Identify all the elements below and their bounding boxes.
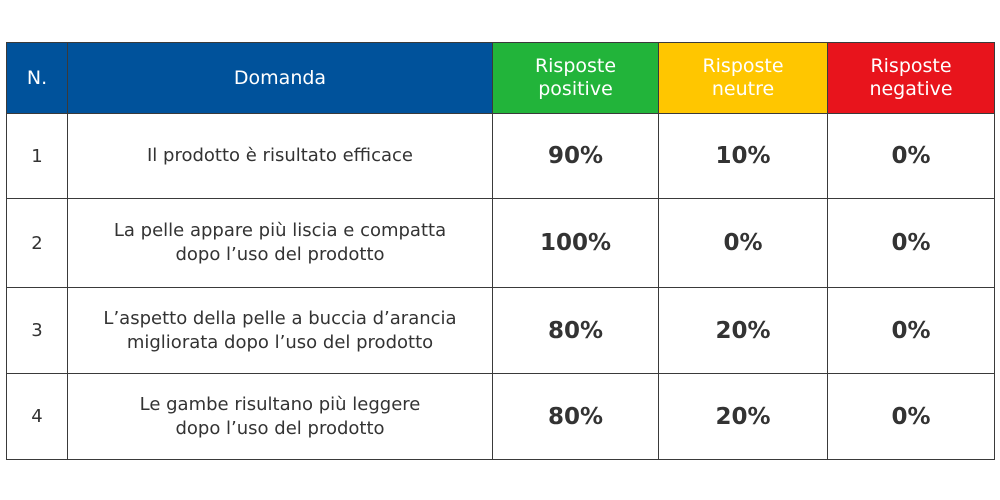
header-neutral-label-line-2: neutre [711, 78, 775, 100]
row-number: 3 [6, 287, 68, 374]
negative-value: 0% [827, 373, 995, 460]
row-question: Le gambe risultano più leggere dopo l’us… [67, 373, 493, 460]
row-number: 2 [6, 198, 68, 288]
survey-results-table: N. Domanda Risposte positive Risposte ne… [6, 42, 995, 460]
table-row: 4 Le gambe risultano più leggere dopo l’… [6, 373, 995, 460]
neutral-value: 0% [658, 198, 828, 288]
neutral-value: 20% [658, 373, 828, 460]
question-line: migliorata dopo l’uso del prodotto [126, 331, 434, 353]
header-positive: Risposte positive [492, 42, 659, 114]
row-number: 4 [6, 373, 68, 460]
header-neutral: Risposte neutre [658, 42, 828, 114]
question-line: L’aspetto della pelle a buccia d’arancia [103, 307, 457, 329]
negative-value: 0% [827, 198, 995, 288]
table-row: 2 La pelle appare più liscia e compatta … [6, 198, 995, 288]
row-question: L’aspetto della pelle a buccia d’arancia… [67, 287, 493, 374]
negative-value: 0% [827, 113, 995, 199]
row-number: 1 [6, 113, 68, 199]
neutral-value: 20% [658, 287, 828, 374]
question-line: Le gambe risultano più leggere [139, 393, 421, 415]
row-question: Il prodotto è risultato efficace [67, 113, 493, 199]
negative-value: 0% [827, 287, 995, 374]
table-row: 1 Il prodotto è risultato efficace 90% 1… [6, 113, 995, 199]
header-number: N. [6, 42, 68, 114]
header-question: Domanda [67, 42, 493, 114]
neutral-value: 10% [658, 113, 828, 199]
question-line: dopo l’uso del prodotto [175, 244, 385, 265]
header-question-label: Domanda [233, 66, 327, 89]
header-neutral-label-line-1: Risposte [702, 55, 784, 77]
table-header-row: N. Domanda Risposte positive Risposte ne… [6, 42, 995, 114]
header-positive-label-line-2: positive [538, 78, 613, 100]
header-positive-label-line-1: Risposte [534, 55, 617, 77]
positive-value: 90% [492, 113, 659, 199]
positive-value: 80% [492, 373, 659, 460]
question-line: dopo l’uso del prodotto [175, 417, 385, 439]
row-question: La pelle appare più liscia e compatta do… [67, 198, 493, 288]
question-line: Il prodotto è risultato efficace [146, 145, 413, 166]
header-number-label: N. [26, 66, 48, 89]
header-negative: Risposte negative [827, 42, 995, 114]
header-negative-label-line-2: negative [869, 78, 953, 100]
question-line: La pelle appare più liscia e compatta [113, 220, 447, 241]
positive-value: 100% [492, 198, 659, 288]
header-negative-label-line-1: Risposte [870, 55, 952, 77]
positive-value: 80% [492, 287, 659, 374]
table-row: 3 L’aspetto della pelle a buccia d’aranc… [6, 287, 995, 374]
